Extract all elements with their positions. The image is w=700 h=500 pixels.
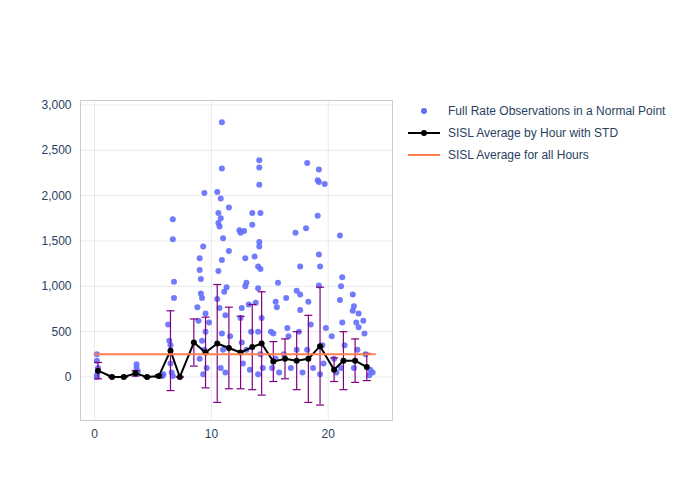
svg-text:10: 10 [205,427,219,441]
svg-text:3,000: 3,000 [41,98,71,112]
svg-text:500: 500 [51,325,71,339]
html-text:SISL Average for all Hours: SISL Average for all Hours [448,148,589,162]
svg-text:0: 0 [91,427,98,441]
svg-text:1,000: 1,000 [41,279,71,293]
svg-text:20: 20 [322,427,336,441]
svg-text:1,500: 1,500 [41,234,71,248]
svg-text:0: 0 [65,370,72,384]
svg-text:2,500: 2,500 [41,143,71,157]
html-text:Full Rate Observations in a No: Full Rate Observations in a Normal Point [448,104,666,118]
svg-text:2,000: 2,000 [41,189,71,203]
html-text:SISL Average by Hour with STD: SISL Average by Hour with STD [448,126,619,140]
